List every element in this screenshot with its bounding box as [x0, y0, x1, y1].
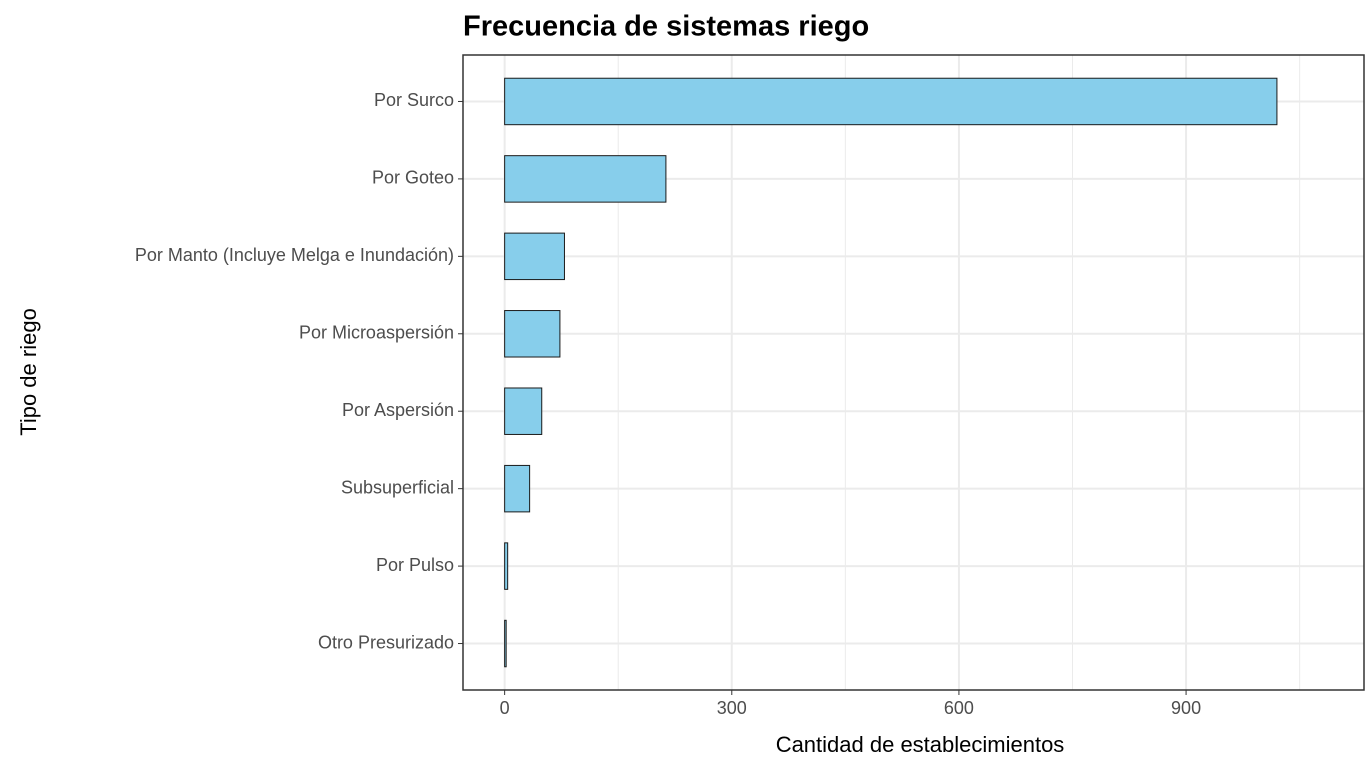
- bar: [504, 77, 1278, 126]
- x-axis-label: Cantidad de establecimientos: [776, 732, 1065, 757]
- bar: [504, 542, 509, 590]
- bar: [504, 310, 561, 358]
- x-tick-label: 0: [500, 698, 510, 718]
- bar: [504, 464, 531, 513]
- bar: [504, 619, 507, 668]
- x-tick-label: 600: [944, 698, 974, 718]
- y-axis-label: Tipo de riego: [16, 308, 41, 436]
- bar: [504, 232, 565, 281]
- y-tick-label: Por Aspersión: [342, 400, 454, 420]
- bar: [504, 155, 667, 203]
- plot-border: [462, 54, 1365, 691]
- y-tick-label: Subsuperficial: [341, 477, 454, 497]
- y-tick-label: Por Goteo: [372, 168, 454, 188]
- x-tick-label: 900: [1171, 698, 1201, 718]
- y-tick-label: Por Pulso: [376, 555, 454, 575]
- y-tick-label: Otro Presurizado: [318, 632, 454, 652]
- y-tick-label: Por Microaspersión: [299, 323, 454, 343]
- y-tick-label: Por Surco: [374, 90, 454, 110]
- bar: [504, 387, 543, 435]
- y-tick-label: Por Manto (Incluye Melga e Inundación): [135, 245, 454, 265]
- chart-title: Frecuencia de sistemas riego: [463, 11, 869, 43]
- x-tick-label: 300: [717, 698, 747, 718]
